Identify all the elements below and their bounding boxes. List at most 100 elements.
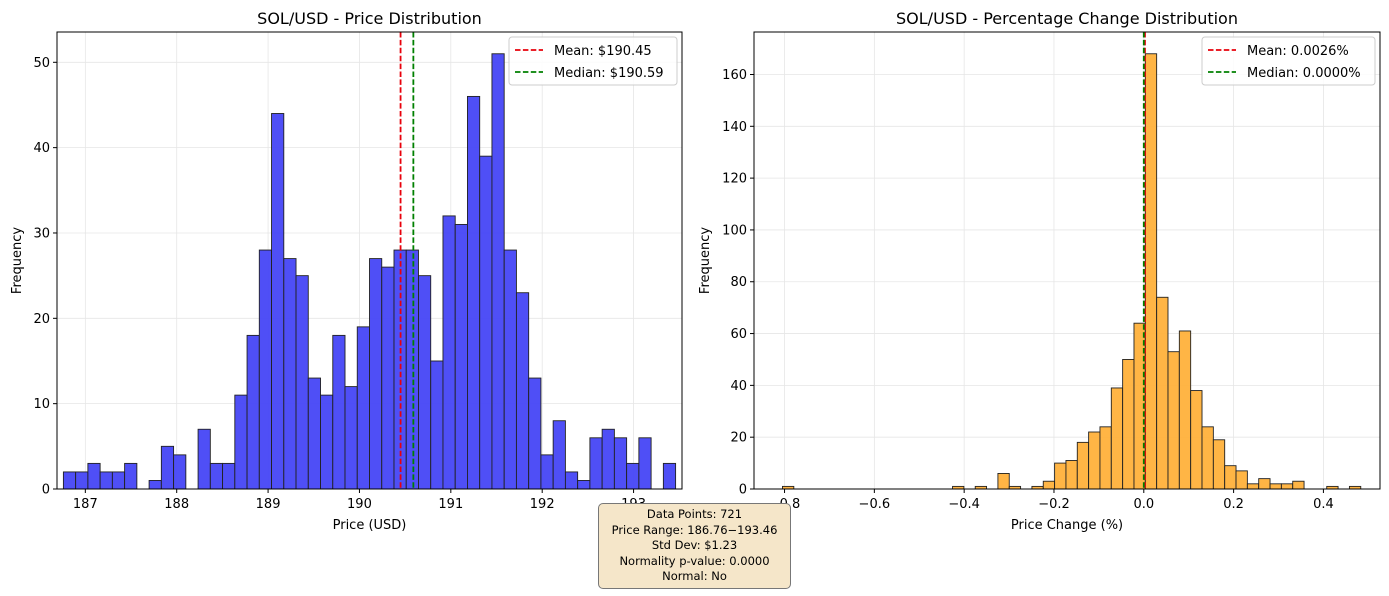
histogram-bar [209,462,224,490]
histogram-bar [356,326,370,490]
legend-mean-label: Mean: $190.45 [554,44,652,59]
x-axis-ticks: −0.8−0.6−0.4−0.20.00.20.4 [769,489,1334,512]
histogram-bar [552,420,566,490]
y-tick-label: 0 [42,483,50,498]
histogram-bar [540,454,554,490]
histogram-bar [222,462,236,490]
histogram-bar [1144,53,1158,490]
histogram-bar [1122,359,1135,490]
legend-median-label: Median: 0.0000% [1247,66,1361,81]
histogram-bar [160,445,175,490]
histogram-bar [1065,460,1078,490]
x-tick-label: 190 [347,497,372,512]
x-tick-label: −0.2 [1038,497,1070,512]
histogram-bar [638,437,652,490]
y-tick-label: 20 [33,312,50,327]
histogram-bar [344,386,358,490]
y-tick-label: 10 [33,397,50,412]
x-tick-label: 0.2 [1223,497,1244,512]
legend: Mean: $190.45 Median: $190.59 [508,36,678,86]
histogram-bar [503,249,517,490]
price-distribution-chart: SOL/USD - Price Distribution 187 188 189 19… [10,9,683,533]
legend-mean-label: Mean: 0.0026% [1247,44,1349,59]
plot-frame [753,31,1381,490]
histogram-bar [1099,426,1112,490]
histogram-bar [1110,387,1124,490]
histogram-bar [320,394,334,490]
histogram-bar [1292,480,1305,490]
x-tick-label: −0.4 [948,497,980,512]
statistics-summary-box: Data Points: 721 Price Range: 186.76−193… [598,503,791,589]
stats-data-points: Data Points: 721 [646,507,743,521]
histogram-bar [197,428,211,490]
y-axis-label: Frequency [698,227,713,294]
y-axis-ticks: 0 20 40 60 80 100 120 140 160 [722,68,754,498]
histogram-bar [1042,480,1056,490]
histogram-bar [1088,431,1101,490]
histogram-bar [148,480,162,490]
x-axis-ticks: 187188189190191192193 [73,489,646,512]
y-tick-label: 80 [730,275,747,290]
histogram-bar [62,471,77,490]
y-tick-label: 20 [730,431,747,446]
y-tick-label: 30 [33,226,50,241]
stats-normality-p-value: Normality p-value: 0.0000 [619,553,770,568]
y-tick-label: 100 [722,223,747,238]
histogram-bar [613,437,628,490]
histogram-bar [1076,441,1090,490]
x-tick-label: 189 [256,497,281,512]
histogram-bar [1280,483,1294,490]
histogram-bar [1246,483,1260,490]
stats-std-dev: Std Dev: $1.23 [651,538,738,552]
percentage-change-distribution-chart: SOL/USD - Percentage Change Distribution… [698,9,1381,533]
stats-price-range: Price Range: 186.76−193.46 [611,522,778,537]
histogram-bar [454,223,468,490]
legend: Mean: 0.0026% Median: 0.0000% [1201,36,1376,86]
grid-lines [754,32,1380,490]
histogram-bar [515,292,530,490]
histogram-bar [1054,462,1067,490]
histogram-bar [662,462,677,490]
reference-lines [1142,32,1146,489]
x-tick-label: 187 [73,497,98,512]
histogram-bar [589,437,603,490]
reference-lines [399,32,415,489]
histogram-bar [491,53,505,490]
histogram-bar [295,275,309,490]
histogram-bar [75,471,89,490]
chart-title: SOL/USD - Percentage Change Distribution [896,9,1238,28]
histogram-bar [601,428,615,490]
histogram-bar [258,249,272,490]
histogram-bar [307,377,321,490]
histogram-bar [1178,330,1192,490]
histogram-bar [418,275,432,490]
y-axis-label: Frequency [10,227,25,294]
x-axis-label: Price (USD) [333,518,407,533]
histogram-bar [271,113,285,490]
histogram-bar [1212,439,1226,490]
histogram-bar [1190,390,1203,490]
histogram-bar [381,266,395,490]
stats-normal-flag: Normal: No [662,569,727,583]
x-tick-label: −0.6 [859,497,891,512]
histogram-bar [1224,465,1237,490]
y-tick-label: 120 [722,172,747,187]
histogram-bar [528,377,542,490]
x-tick-label: 192 [530,497,555,512]
histogram-bar [173,454,187,490]
histogram-bar [442,215,456,490]
histogram-bar [332,334,346,490]
histogram-bars [62,53,677,490]
histogram-bar [87,462,101,490]
histogram-bar [111,471,126,490]
legend-box [1201,36,1376,86]
chart-title: SOL/USD - Price Distribution [257,9,482,28]
y-axis-ticks: 0 10 20 30 40 50 [33,56,57,498]
histogram-bar [234,394,248,490]
histogram-bar [1269,483,1282,490]
histogram-bars [782,53,1362,490]
histogram-bar [430,360,444,490]
histogram-bar [1235,470,1248,490]
histogram-bar [997,473,1010,490]
